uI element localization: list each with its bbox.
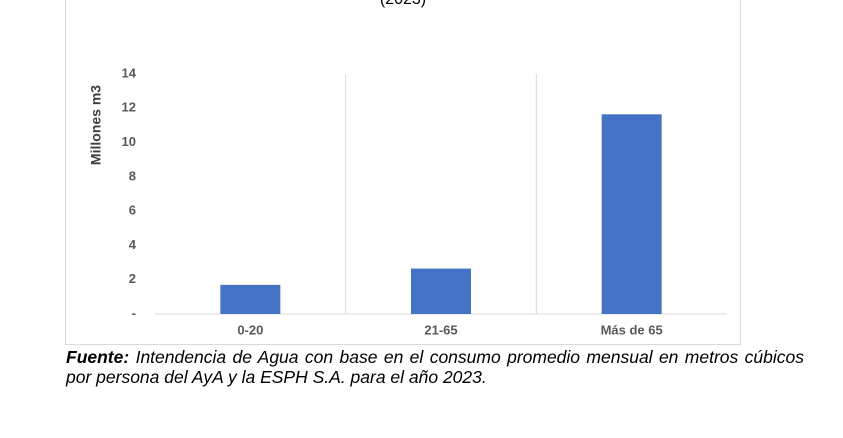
y-tick-label: 6 <box>129 203 136 218</box>
chart-title-fragment: (2023) <box>66 0 740 9</box>
bar <box>601 114 662 315</box>
y-tick-label: 2 <box>129 271 136 286</box>
source-text: Intendencia de Agua con base en el consu… <box>66 347 804 387</box>
bars <box>220 114 662 315</box>
y-tick-label: - <box>132 305 136 320</box>
bar <box>411 268 471 314</box>
y-tick-labels: - 2 4 6 8 10 12 14 <box>122 65 137 320</box>
y-tick-label: 8 <box>129 168 136 183</box>
source-label: Fuente: <box>66 347 130 367</box>
x-tick-labels: 0-20 21-65 Más de 65 <box>237 322 662 337</box>
bar-chart: Millones m3 - 2 4 6 8 10 12 14 0-20 21-65 Más de … <box>88 65 727 337</box>
y-axis-label: Millones m3 <box>88 85 104 165</box>
y-tick-label: 14 <box>122 65 137 80</box>
y-tick-label: 4 <box>129 237 137 252</box>
y-tick-label: 10 <box>122 134 136 149</box>
source-caption: Fuente: Intendencia de Agua con base en … <box>66 347 804 387</box>
x-tick-label: Más de 65 <box>601 322 663 337</box>
x-tick-label: 21-65 <box>424 322 457 337</box>
y-tick-label: 12 <box>122 100 136 115</box>
chart-frame: (2023) <box>65 0 741 345</box>
x-tick-label: 0-20 <box>237 322 263 337</box>
bar <box>220 284 281 314</box>
